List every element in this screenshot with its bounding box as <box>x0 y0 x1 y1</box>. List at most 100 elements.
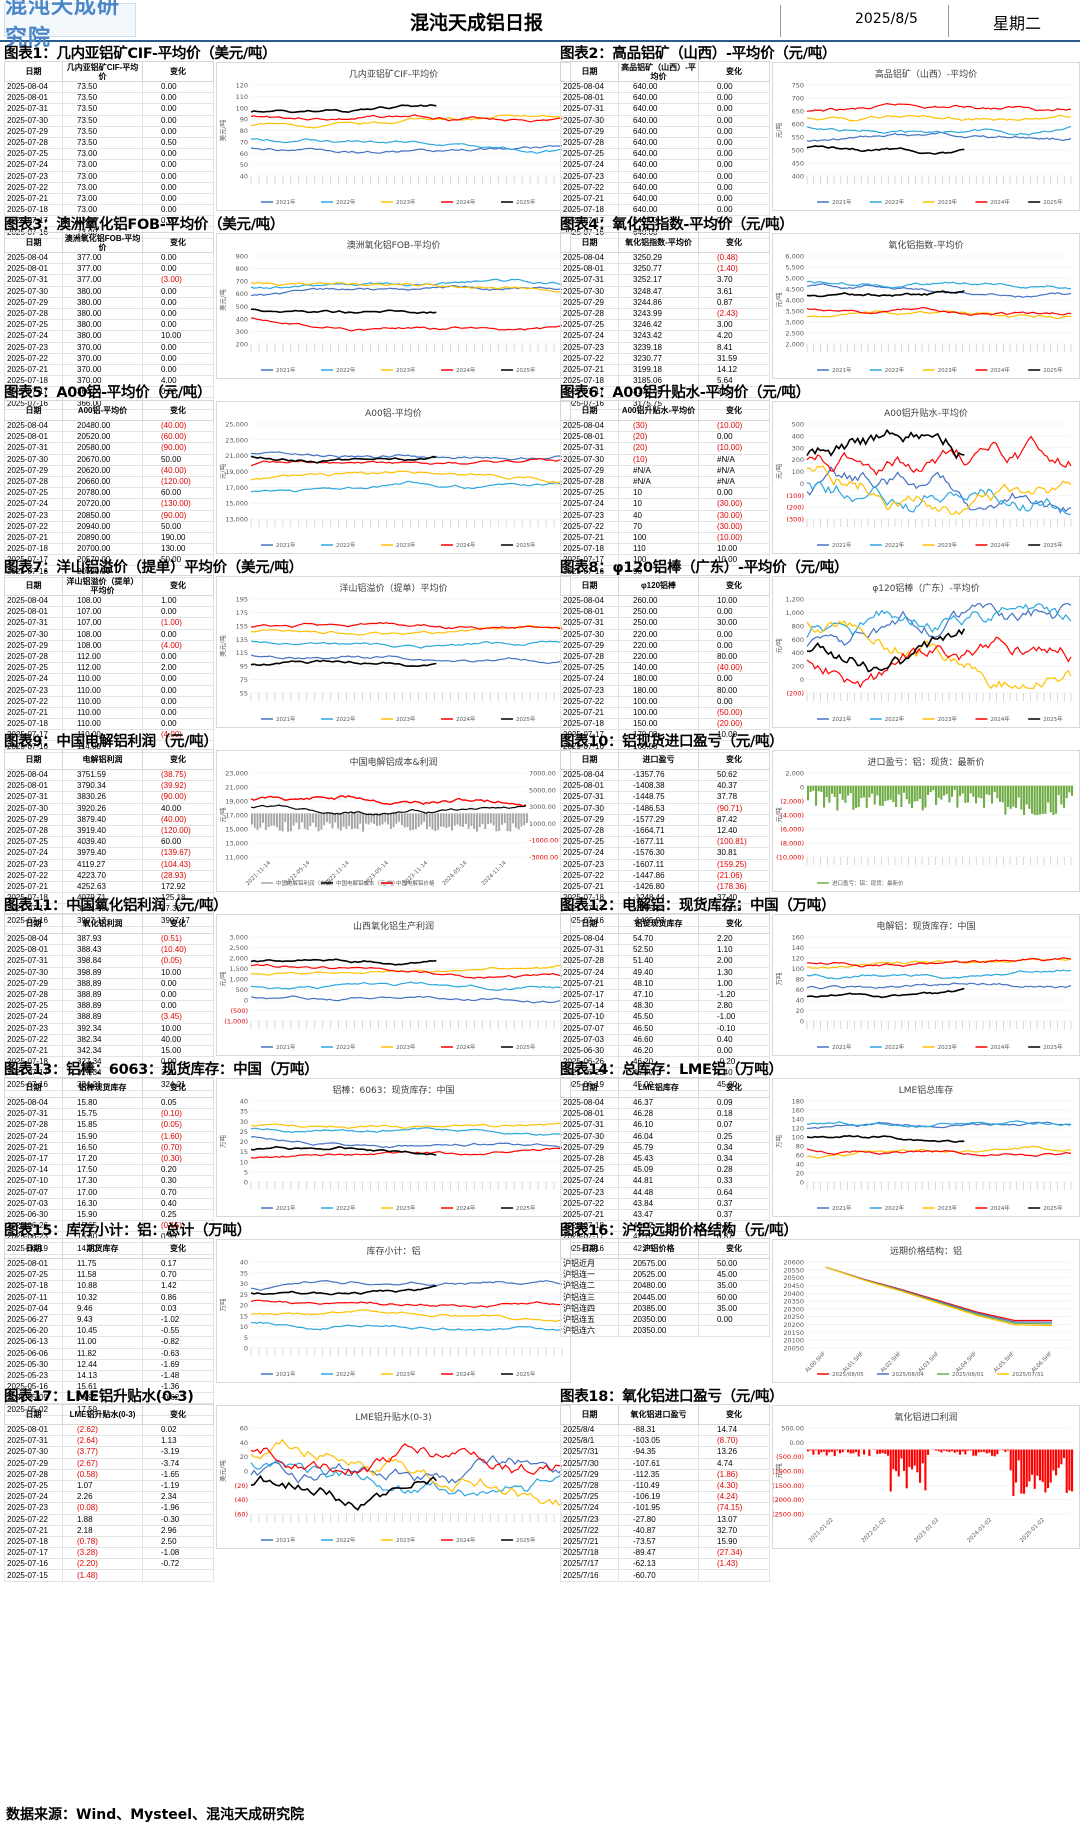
table-row: 2025-08-01 388.43 (10.40) <box>4 944 214 957</box>
series-line <box>250 1438 563 1506</box>
bar <box>935 1449 938 1451</box>
bar <box>1023 785 1026 816</box>
row-value: 73.00 <box>62 148 143 161</box>
y-tick-label: 0.00 <box>790 1439 804 1447</box>
table-row: 2025-07-23 73.00 0.00 <box>4 170 214 183</box>
row-date: 2025-07-25 <box>4 487 63 500</box>
header-divider <box>948 5 949 37</box>
y-axis-label: 美元/吨 <box>218 1460 227 1482</box>
x-tick-label: AL00.SHF <box>804 1351 827 1374</box>
data-table: 日期 φ120铝棒 变化 2025-08-04 260.00 10.00 2025-08-0… <box>560 575 770 753</box>
row-change: 1.10 <box>698 944 770 957</box>
series-line <box>806 620 1072 690</box>
row-value: 640.00 <box>618 80 699 94</box>
y-tick-label: 5,000 <box>785 275 804 283</box>
bar <box>927 785 930 795</box>
y-tick-label: 10 <box>240 1323 248 1331</box>
table-row: 2025-07-18 110 10.00 <box>560 543 770 556</box>
y-tick-label: 600 <box>792 121 804 129</box>
bar <box>384 813 387 823</box>
row-value: 20350.00 <box>618 1313 699 1327</box>
legend-label: 2021年 <box>832 715 852 723</box>
legend-label: 2021年 <box>832 541 852 549</box>
row-change: 10.00 <box>142 330 214 343</box>
table-row: 沪铝近月 20575.00 50.00 <box>560 1257 770 1271</box>
chart-panel: A00铝-平均价 25,000 23,000 21,000 19,000 17,000 15… <box>216 401 571 554</box>
section-title: 图表2：高品铝矿（山西）-平均价（元/吨） <box>560 46 837 62</box>
y-tick-label: 550 <box>792 134 804 142</box>
row-value: 20445.00 <box>618 1291 699 1304</box>
legend-label: 2021年 <box>276 366 296 374</box>
bar <box>988 785 991 796</box>
series-line <box>250 804 527 816</box>
row-change: -0.63 <box>142 1347 214 1360</box>
row-date: 2025-07-25 <box>560 487 619 500</box>
row-change: 0.00 <box>142 148 214 161</box>
row-change: 31.59 <box>698 352 770 365</box>
bar <box>509 813 512 832</box>
row-change: (0.51) <box>142 932 214 946</box>
table-row: 2025-07-28 -1664.71 12.40 <box>560 824 770 838</box>
table-row: 2025-07-31 20580.00 (90.00) <box>4 442 214 455</box>
bar <box>937 1449 940 1452</box>
bar <box>481 813 484 825</box>
table-row: 2025-07-21 2.18 2.96 <box>4 1524 214 1537</box>
table-row: 2025-07-22 1.88 -0.30 <box>4 1513 214 1526</box>
legend-label: 2025/08/05 <box>832 1372 864 1378</box>
section-title: 图表1：几内亚铝矿CIF-平均价（美元/吨） <box>4 46 277 62</box>
row-value: 11.82 <box>62 1347 143 1360</box>
row-date: 2025-07-10 <box>4 1175 63 1188</box>
row-value: -27.80 <box>618 1513 699 1526</box>
table-row: 2025-07-29 640.00 0.00 <box>560 125 770 138</box>
row-date: 2025-07-18 <box>4 1535 63 1549</box>
row-value: 9.46 <box>62 1302 143 1315</box>
bar <box>977 1449 980 1453</box>
row-date: 2025-07-22 <box>560 695 619 708</box>
bar <box>1020 1449 1023 1494</box>
table-row: 2025-07-31 (2.64) 1.13 <box>4 1435 214 1448</box>
bar <box>847 785 850 796</box>
row-change: 10.00 <box>698 594 770 608</box>
bar <box>317 813 320 832</box>
y-tick-label: (4,000) <box>780 812 804 820</box>
row-change: 190.00 <box>142 531 214 545</box>
series-line <box>250 138 563 154</box>
row-date: 2025-07-28 <box>560 475 619 489</box>
table-row: 2025/7/18 -89.47 (27.34) <box>560 1547 770 1560</box>
report-date: 2025/8/5 <box>855 11 918 27</box>
y-tick-label: 20 <box>240 1138 248 1146</box>
table-header: 进口盈亏 <box>618 749 699 770</box>
row-date: 2025-07-24 <box>4 330 63 343</box>
table-header: 日期 <box>560 232 619 253</box>
chart-section-3: 图表3：澳洲氧化铝FOB-平均价（美元/吨） 日期 澳洲氧化铝FOB-平均价 变化 20… <box>4 213 571 410</box>
row-date: 2025-07-30 <box>560 453 619 466</box>
row-value: 17.00 <box>62 1186 143 1199</box>
row-date: 2025-07-22 <box>4 1033 63 1046</box>
row-value: 4252.63 <box>62 880 143 894</box>
row-change: #N/A <box>698 453 770 466</box>
row-date: 2025-07-23 <box>560 1186 619 1199</box>
y-tick-label: 5,500 <box>785 264 804 272</box>
y-tick-label: 700 <box>792 95 804 103</box>
legend-label: 2025年 <box>516 541 536 549</box>
bar <box>993 785 996 793</box>
row-date: 2025-07-23 <box>560 858 619 871</box>
table-row: 2025-07-24 73.00 0.00 <box>4 159 214 172</box>
chart-title: 进口盈亏：铝：现货：最新价 <box>867 756 984 768</box>
row-date: 2025-08-01 <box>560 780 619 793</box>
bar <box>328 813 331 824</box>
legend-label: 2021年 <box>276 541 296 549</box>
table-row: 2025-07-18 110.00 0.00 <box>4 718 214 731</box>
row-value: 387.93 <box>62 932 143 946</box>
bar <box>1004 785 1007 815</box>
row-date: 2025-07-28 <box>560 650 619 664</box>
table-row: 2025-08-04 3250.29 (0.48) <box>560 251 770 265</box>
bar <box>498 813 501 832</box>
y-tick-label: 3,000 <box>229 934 248 942</box>
table-row: 2025-07-22 110.00 0.00 <box>4 695 214 708</box>
bar <box>1009 785 1012 809</box>
row-value: -1426.80 <box>618 880 699 894</box>
row-value: 3879.40 <box>62 813 143 826</box>
y-tick-label: 1,500 <box>229 965 248 973</box>
row-change: (27.34) <box>698 1547 770 1560</box>
